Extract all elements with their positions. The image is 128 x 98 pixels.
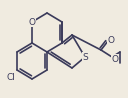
Text: O: O — [29, 18, 35, 26]
Text: O: O — [108, 35, 115, 44]
Text: S: S — [82, 53, 88, 62]
Text: Cl: Cl — [7, 73, 15, 82]
Text: O: O — [111, 54, 119, 64]
